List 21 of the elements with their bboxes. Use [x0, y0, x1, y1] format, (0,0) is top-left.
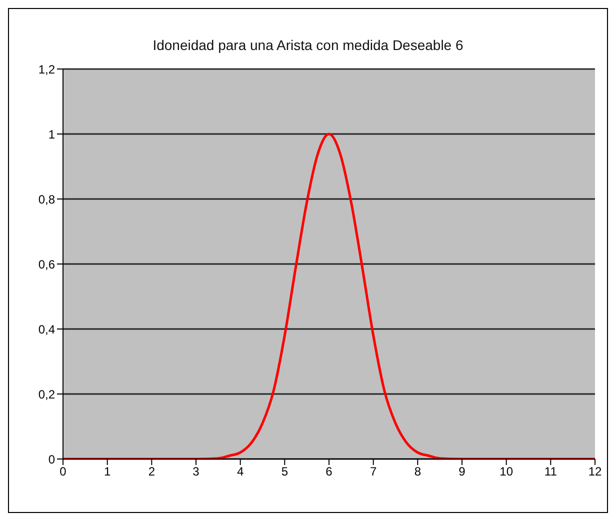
- x-tick-label: 5: [281, 464, 288, 479]
- y-tick-label: 0,6: [38, 257, 56, 272]
- x-tick-label: 1: [104, 464, 111, 479]
- y-tick-label: 0,4: [38, 322, 56, 336]
- x-tick-label: 11: [544, 464, 558, 479]
- y-tick-label: 0,8: [38, 192, 56, 206]
- y-tick-label: 1,2: [38, 62, 56, 76]
- x-tick-label: 0: [60, 464, 67, 479]
- x-tick-label: 12: [588, 464, 602, 479]
- x-tick-label: 10: [500, 464, 514, 479]
- x-tick-label: 4: [236, 464, 244, 479]
- x-tick-label: 8: [414, 464, 422, 479]
- y-tick-label: 0,2: [38, 387, 56, 402]
- x-tick-label: 2: [148, 464, 156, 479]
- x-tick-label: 7: [370, 464, 377, 479]
- x-tick-label: 6: [326, 464, 333, 479]
- y-tick-label: 1: [48, 127, 56, 142]
- x-tick-label: 3: [192, 464, 200, 479]
- x-tick-label: 9: [458, 464, 466, 479]
- chart-title: Idoneidad para una Arista con medida Deseable 6: [152, 37, 464, 53]
- y-tick-label: 0: [48, 452, 56, 466]
